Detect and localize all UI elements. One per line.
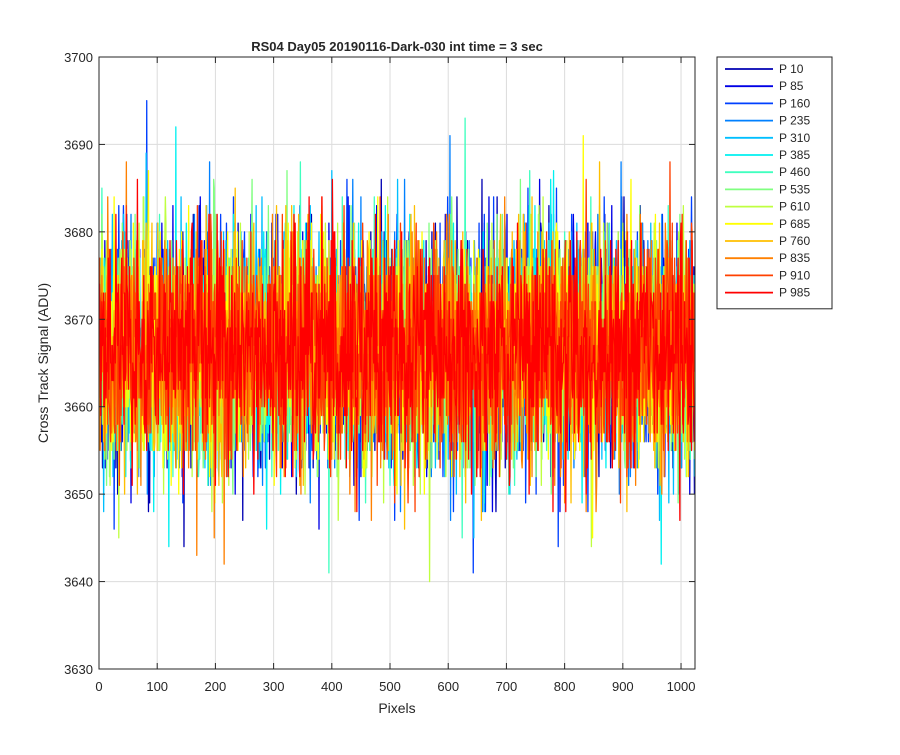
x-tick-label: 500 [379, 679, 401, 694]
y-tick-label: 3650 [64, 487, 93, 502]
x-tick-label: 900 [612, 679, 634, 694]
legend-label: P 310 [779, 131, 810, 145]
legend-box [716, 56, 833, 310]
y-tick-label: 3690 [64, 137, 93, 152]
chart-title: RS04 Day05 20190116-Dark-030 int time = … [251, 39, 543, 54]
legend-label: P 910 [779, 268, 810, 282]
series-group [99, 100, 695, 583]
legend-label: P 460 [779, 165, 810, 179]
legend-label: P 385 [779, 148, 810, 162]
legend-label: P 85 [779, 79, 804, 93]
series-line-p-985 [99, 178, 695, 522]
x-tick-label: 600 [437, 679, 459, 694]
axes-box [98, 56, 696, 670]
legend-label: P 10 [779, 62, 804, 76]
x-tick-label: 800 [554, 679, 576, 694]
series-line-p-910 [99, 161, 695, 513]
plot-area: 0 100 200 300 400 500 600 700 800 900 1000 3630 3640… [64, 50, 696, 694]
legend-label: P 535 [779, 182, 810, 196]
legend-label: P 760 [779, 234, 810, 248]
y-axis-label: Cross Track Signal (ADU) [35, 283, 51, 443]
legend-label: P 610 [779, 200, 810, 214]
y-tick-label: 3670 [64, 312, 93, 327]
x-tick-label: 700 [496, 679, 518, 694]
y-tick-label: 3640 [64, 575, 93, 590]
x-tick-label: 200 [205, 679, 227, 694]
legend-label: P 835 [779, 251, 810, 265]
x-tick-label: 400 [321, 679, 343, 694]
x-tick-label: 300 [263, 679, 285, 694]
x-tick-label: 0 [95, 679, 102, 694]
y-tick-label: 3660 [64, 400, 93, 415]
x-tick-label: 1000 [667, 679, 696, 694]
x-axis-label: Pixels [378, 700, 415, 716]
legend-label: P 160 [779, 96, 810, 110]
y-tick-label: 3680 [64, 225, 93, 240]
legend-label: P 235 [779, 114, 810, 128]
y-tick-label: 3700 [64, 50, 93, 65]
legend-label: P 985 [779, 286, 810, 300]
legend-label: P 685 [779, 217, 810, 231]
legend: P 10 P 85 P 160 P 235 P 310 P 385 P 460 P 535 P … [716, 56, 833, 310]
y-tick-label: 3630 [64, 662, 93, 677]
x-tick-label: 100 [146, 679, 168, 694]
